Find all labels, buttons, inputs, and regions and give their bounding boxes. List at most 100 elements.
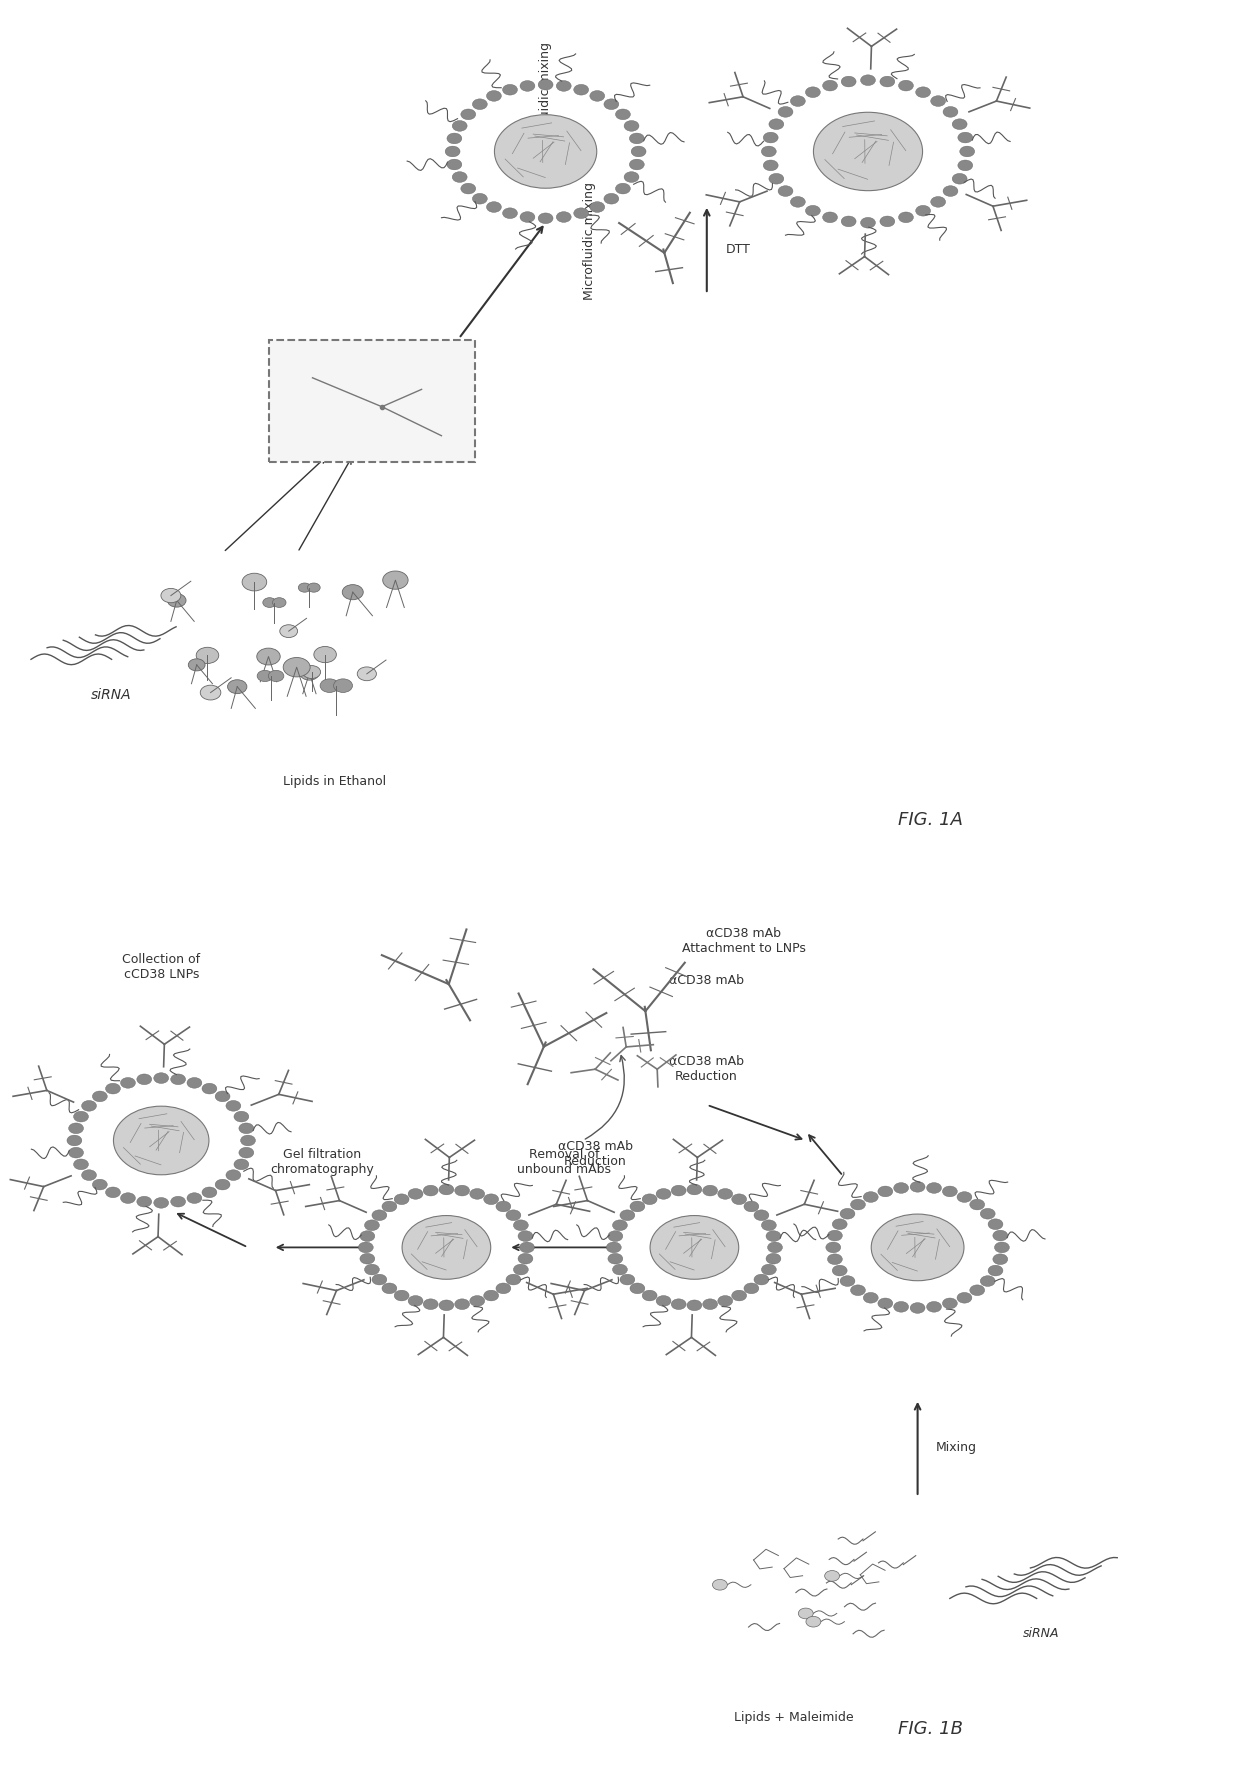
Circle shape xyxy=(496,1201,511,1212)
Circle shape xyxy=(642,1194,657,1205)
Circle shape xyxy=(226,1169,241,1180)
Circle shape xyxy=(970,1199,985,1210)
Circle shape xyxy=(360,1231,374,1242)
Circle shape xyxy=(455,1185,470,1196)
Circle shape xyxy=(993,1255,1008,1265)
Circle shape xyxy=(608,1253,622,1263)
Circle shape xyxy=(496,1283,511,1294)
Circle shape xyxy=(615,184,630,194)
Circle shape xyxy=(241,1135,255,1146)
Circle shape xyxy=(82,1101,97,1112)
Circle shape xyxy=(239,1148,254,1158)
Circle shape xyxy=(188,659,205,670)
Circle shape xyxy=(878,1187,893,1198)
Circle shape xyxy=(320,679,339,693)
Circle shape xyxy=(357,666,377,681)
Circle shape xyxy=(506,1274,521,1285)
Circle shape xyxy=(495,114,596,189)
Circle shape xyxy=(470,1296,485,1306)
Circle shape xyxy=(613,1263,627,1274)
Circle shape xyxy=(394,1290,409,1301)
Circle shape xyxy=(630,1283,645,1294)
Circle shape xyxy=(861,75,875,86)
Text: siRNA: siRNA xyxy=(92,688,131,702)
Circle shape xyxy=(957,1292,972,1303)
Text: Mixing: Mixing xyxy=(936,1442,977,1454)
Circle shape xyxy=(620,1210,635,1221)
Circle shape xyxy=(910,1181,925,1192)
Circle shape xyxy=(82,1169,97,1180)
Circle shape xyxy=(766,1253,781,1263)
Circle shape xyxy=(472,194,487,205)
Circle shape xyxy=(825,1570,839,1581)
Circle shape xyxy=(754,1274,769,1285)
Circle shape xyxy=(761,1263,776,1274)
Text: Removal of
unbound mAbs: Removal of unbound mAbs xyxy=(517,1148,611,1176)
Circle shape xyxy=(263,597,277,608)
Circle shape xyxy=(136,1196,151,1206)
Circle shape xyxy=(863,1292,878,1303)
Circle shape xyxy=(196,647,218,663)
Circle shape xyxy=(839,1208,854,1219)
Circle shape xyxy=(446,134,461,144)
Circle shape xyxy=(899,80,914,91)
Circle shape xyxy=(73,1158,88,1169)
Circle shape xyxy=(863,1192,878,1203)
Circle shape xyxy=(832,1219,847,1230)
Circle shape xyxy=(894,1183,909,1194)
Circle shape xyxy=(187,1078,202,1089)
Circle shape xyxy=(994,1242,1009,1253)
Circle shape xyxy=(777,107,792,118)
Circle shape xyxy=(453,171,467,182)
Circle shape xyxy=(630,1201,645,1212)
Circle shape xyxy=(988,1219,1003,1230)
Circle shape xyxy=(394,1194,409,1205)
Circle shape xyxy=(613,1221,627,1231)
Circle shape xyxy=(408,1189,423,1199)
Circle shape xyxy=(372,1210,387,1221)
Circle shape xyxy=(915,205,930,216)
Circle shape xyxy=(754,1210,769,1221)
Circle shape xyxy=(931,96,946,107)
Circle shape xyxy=(520,1242,534,1253)
Circle shape xyxy=(957,1192,972,1203)
Circle shape xyxy=(957,132,972,143)
Circle shape xyxy=(799,1607,813,1618)
Circle shape xyxy=(671,1299,686,1310)
Circle shape xyxy=(768,1242,782,1253)
Circle shape xyxy=(910,1303,925,1313)
Circle shape xyxy=(769,173,784,184)
Circle shape xyxy=(880,216,895,226)
Circle shape xyxy=(915,87,930,98)
Circle shape xyxy=(484,1290,498,1301)
Circle shape xyxy=(718,1296,733,1306)
Text: αCD38 mAb: αCD38 mAb xyxy=(670,973,744,987)
Circle shape xyxy=(777,185,792,196)
Circle shape xyxy=(624,121,639,132)
Circle shape xyxy=(226,1101,241,1112)
Circle shape xyxy=(942,1187,957,1198)
Circle shape xyxy=(234,1158,249,1169)
Circle shape xyxy=(841,216,856,226)
Circle shape xyxy=(790,96,805,107)
Circle shape xyxy=(624,171,639,182)
Circle shape xyxy=(650,1215,739,1279)
Circle shape xyxy=(334,679,352,693)
Circle shape xyxy=(461,109,476,119)
Circle shape xyxy=(894,1301,909,1312)
Circle shape xyxy=(136,1075,151,1085)
Text: siRNA: siRNA xyxy=(1023,1627,1060,1639)
Circle shape xyxy=(171,1075,186,1085)
Circle shape xyxy=(841,77,856,87)
Circle shape xyxy=(656,1296,671,1306)
Text: Microfluidic mixing: Microfluidic mixing xyxy=(583,182,595,299)
Circle shape xyxy=(461,184,476,194)
Circle shape xyxy=(520,212,534,223)
Circle shape xyxy=(687,1301,702,1312)
Circle shape xyxy=(574,208,589,219)
Circle shape xyxy=(851,1285,866,1296)
Circle shape xyxy=(822,212,837,223)
Circle shape xyxy=(201,686,221,700)
Text: Collection of
cCD38 LNPs: Collection of cCD38 LNPs xyxy=(122,953,201,982)
Circle shape xyxy=(105,1083,120,1094)
